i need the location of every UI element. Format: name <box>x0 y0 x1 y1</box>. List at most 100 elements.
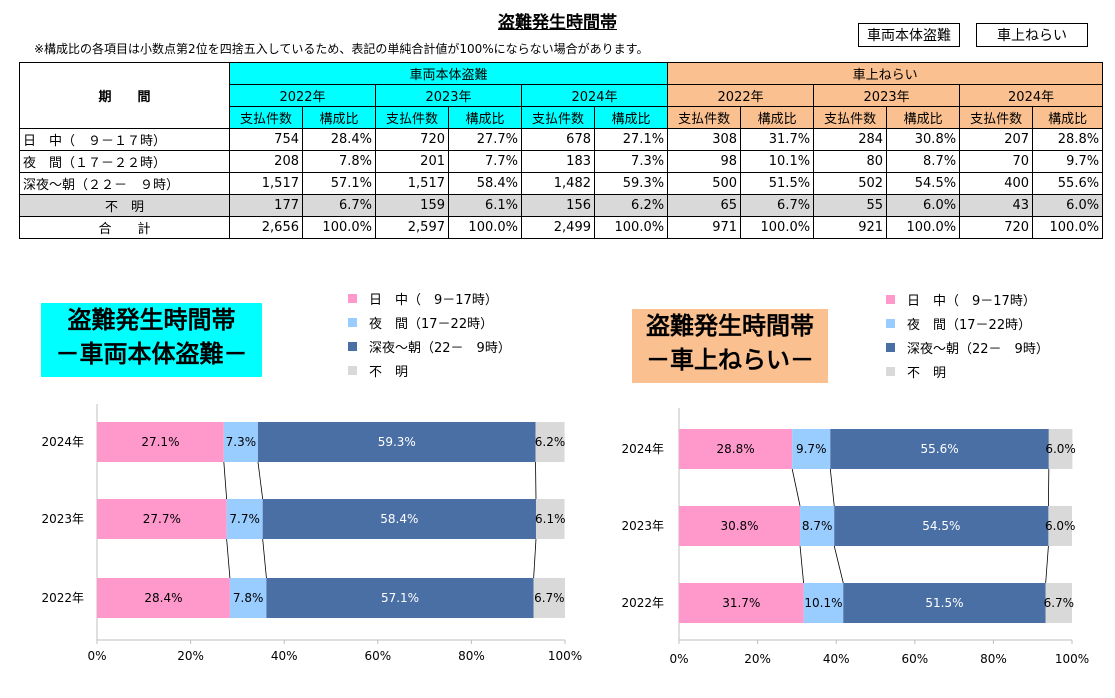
bar-segment <box>843 583 1046 623</box>
category-label: 2023年 <box>621 519 664 533</box>
count-cell: 400 <box>959 172 1034 195</box>
ratio-cell: 54.5% <box>886 172 961 195</box>
ratio-cell: 27.7% <box>448 128 522 151</box>
count-cell: 2,499 <box>521 216 595 239</box>
category-label: 2022年 <box>621 596 664 610</box>
data-label: 27.7% <box>143 512 181 526</box>
year-header: 2023年 <box>813 84 961 107</box>
chart-title-line1: 盗難発生時間帯 <box>67 306 236 334</box>
ratio-cell: 6.7% <box>740 194 815 217</box>
year-header: 2023年 <box>375 84 522 107</box>
bar-segment <box>1045 583 1072 623</box>
chart-title-line1: 盗難発生時間帯 <box>646 312 814 340</box>
bar-segment <box>679 583 804 623</box>
bar-segment <box>262 499 536 539</box>
count-cell: 156 <box>521 194 595 217</box>
legend-swatch <box>348 317 357 327</box>
series-line <box>1045 545 1049 584</box>
legend-label: 深夜～朝（22－ 9時） <box>907 341 1049 357</box>
bar-segment <box>800 506 835 546</box>
bar-segment <box>533 578 565 618</box>
legend-swatch <box>886 318 895 328</box>
ratio-cell: 100.0% <box>448 216 522 239</box>
table-row: 夜 間（１７－２２時） 208 7.8% 201 7.7% 183 7.3% 98 10.1% 8… <box>19 150 1104 173</box>
count-cell: 720 <box>375 128 449 151</box>
data-label: 55.6% <box>920 442 958 456</box>
rounding-note: ※構成比の各項目は小数点第2位を四捨五入しているため、表記の単純合計値が100%… <box>34 42 649 56</box>
ratio-cell: 57.1% <box>302 172 376 195</box>
legend-item: 不 明 <box>348 358 511 382</box>
legend-label: 不 明 <box>369 364 409 380</box>
bar-segment <box>97 422 224 462</box>
legend-label: 夜 間（17－22時） <box>907 317 1032 333</box>
legend-item: 日 中（ 9－17時） <box>348 286 511 310</box>
ratio-cell: 100.0% <box>1032 216 1104 239</box>
data-label: 6.7% <box>534 591 565 605</box>
ratio-cell: 6.0% <box>886 194 961 217</box>
data-label: 7.7% <box>229 512 260 526</box>
legend-item: 夜 間（17－22時） <box>348 310 511 334</box>
data-label: 57.1% <box>381 591 419 605</box>
legend-swatch <box>886 366 895 376</box>
data-label: 6.0% <box>1045 442 1076 456</box>
ratio-cell: 100.0% <box>886 216 961 239</box>
legend-label: 不 明 <box>907 365 947 381</box>
x-tick-label: 20% <box>744 652 771 666</box>
count-header: 支払件数 <box>375 106 449 129</box>
ratio-header: 構成比 <box>593 106 669 129</box>
chart-title-box-vehicle: 盗難発生時間帯 －車両本体盗難－ <box>41 303 262 377</box>
legend-item: 深夜～朝（22－ 9時） <box>886 335 1049 359</box>
data-label: 8.7% <box>802 519 833 533</box>
data-label: 7.3% <box>226 435 257 449</box>
bar-segment <box>1048 506 1072 546</box>
count-header: 支払件数 <box>521 106 595 129</box>
ratio-cell: 6.2% <box>593 194 669 217</box>
count-cell: 2,656 <box>229 216 303 239</box>
bar-segment <box>830 429 1049 469</box>
legend-swatch <box>348 341 357 351</box>
ratio-cell: 27.1% <box>593 128 669 151</box>
bar-segment <box>792 429 831 469</box>
category-label: 2024年 <box>621 442 664 456</box>
chart-title-line2: －車上ねらい－ <box>646 346 814 374</box>
vehicle-theft-button[interactable]: 車両本体盗難 <box>858 23 960 47</box>
row-label: 不 明 <box>19 194 230 217</box>
x-tick-label: 100% <box>548 649 582 663</box>
table-row: 不 明 177 6.7% 159 6.1% 156 6.2% 65 6.7% 55 6.0% 43 6.… <box>19 194 1104 217</box>
data-label: 9.7% <box>796 442 827 456</box>
legend-label: 深夜～朝（22－ 9時） <box>369 340 511 356</box>
count-cell: 1,517 <box>229 172 303 195</box>
bar-segment <box>535 422 565 462</box>
x-tick-label: 80% <box>458 649 485 663</box>
x-tick-label: 40% <box>271 649 298 663</box>
x-tick-label: 40% <box>823 652 850 666</box>
theft-table: 期 間 車両本体盗難 車上ねらい 2022年 2023年 2024年 2022年… <box>19 62 1104 239</box>
ratio-cell: 6.7% <box>302 194 376 217</box>
data-label: 10.1% <box>804 596 842 610</box>
ratio-cell: 7.8% <box>302 150 376 173</box>
legend-vehicle: 日 中（ 9－17時） 夜 間（17－22時） 深夜～朝（22－ 9時） 不 明 <box>348 286 511 382</box>
legend-item: 夜 間（17－22時） <box>886 311 1049 335</box>
year-header: 2024年 <box>520 84 669 107</box>
bar-segment <box>97 499 227 539</box>
series-line <box>829 468 835 507</box>
x-tick-label: 20% <box>177 649 204 663</box>
bar-segment <box>257 422 536 462</box>
ratio-cell: 100.0% <box>593 216 669 239</box>
x-tick-label: 0% <box>669 652 688 666</box>
data-label: 51.5% <box>925 596 963 610</box>
x-tick-label: 60% <box>901 652 928 666</box>
bar-segment <box>535 499 565 539</box>
ratio-cell: 6.1% <box>448 194 522 217</box>
x-tick-label: 100% <box>1055 652 1089 666</box>
data-label: 58.4% <box>380 512 418 526</box>
count-cell: 207 <box>959 128 1034 151</box>
data-label: 6.7% <box>1044 596 1075 610</box>
legend-label: 夜 間（17－22時） <box>369 316 494 332</box>
vehicle-breakin-button[interactable]: 車上ねらい <box>976 23 1088 47</box>
legend-label: 日 中（ 9－17時） <box>907 293 1036 309</box>
bar-segment <box>229 578 267 618</box>
year-header: 2022年 <box>667 84 815 107</box>
count-cell: 43 <box>959 194 1034 217</box>
bar-segment <box>679 429 793 469</box>
